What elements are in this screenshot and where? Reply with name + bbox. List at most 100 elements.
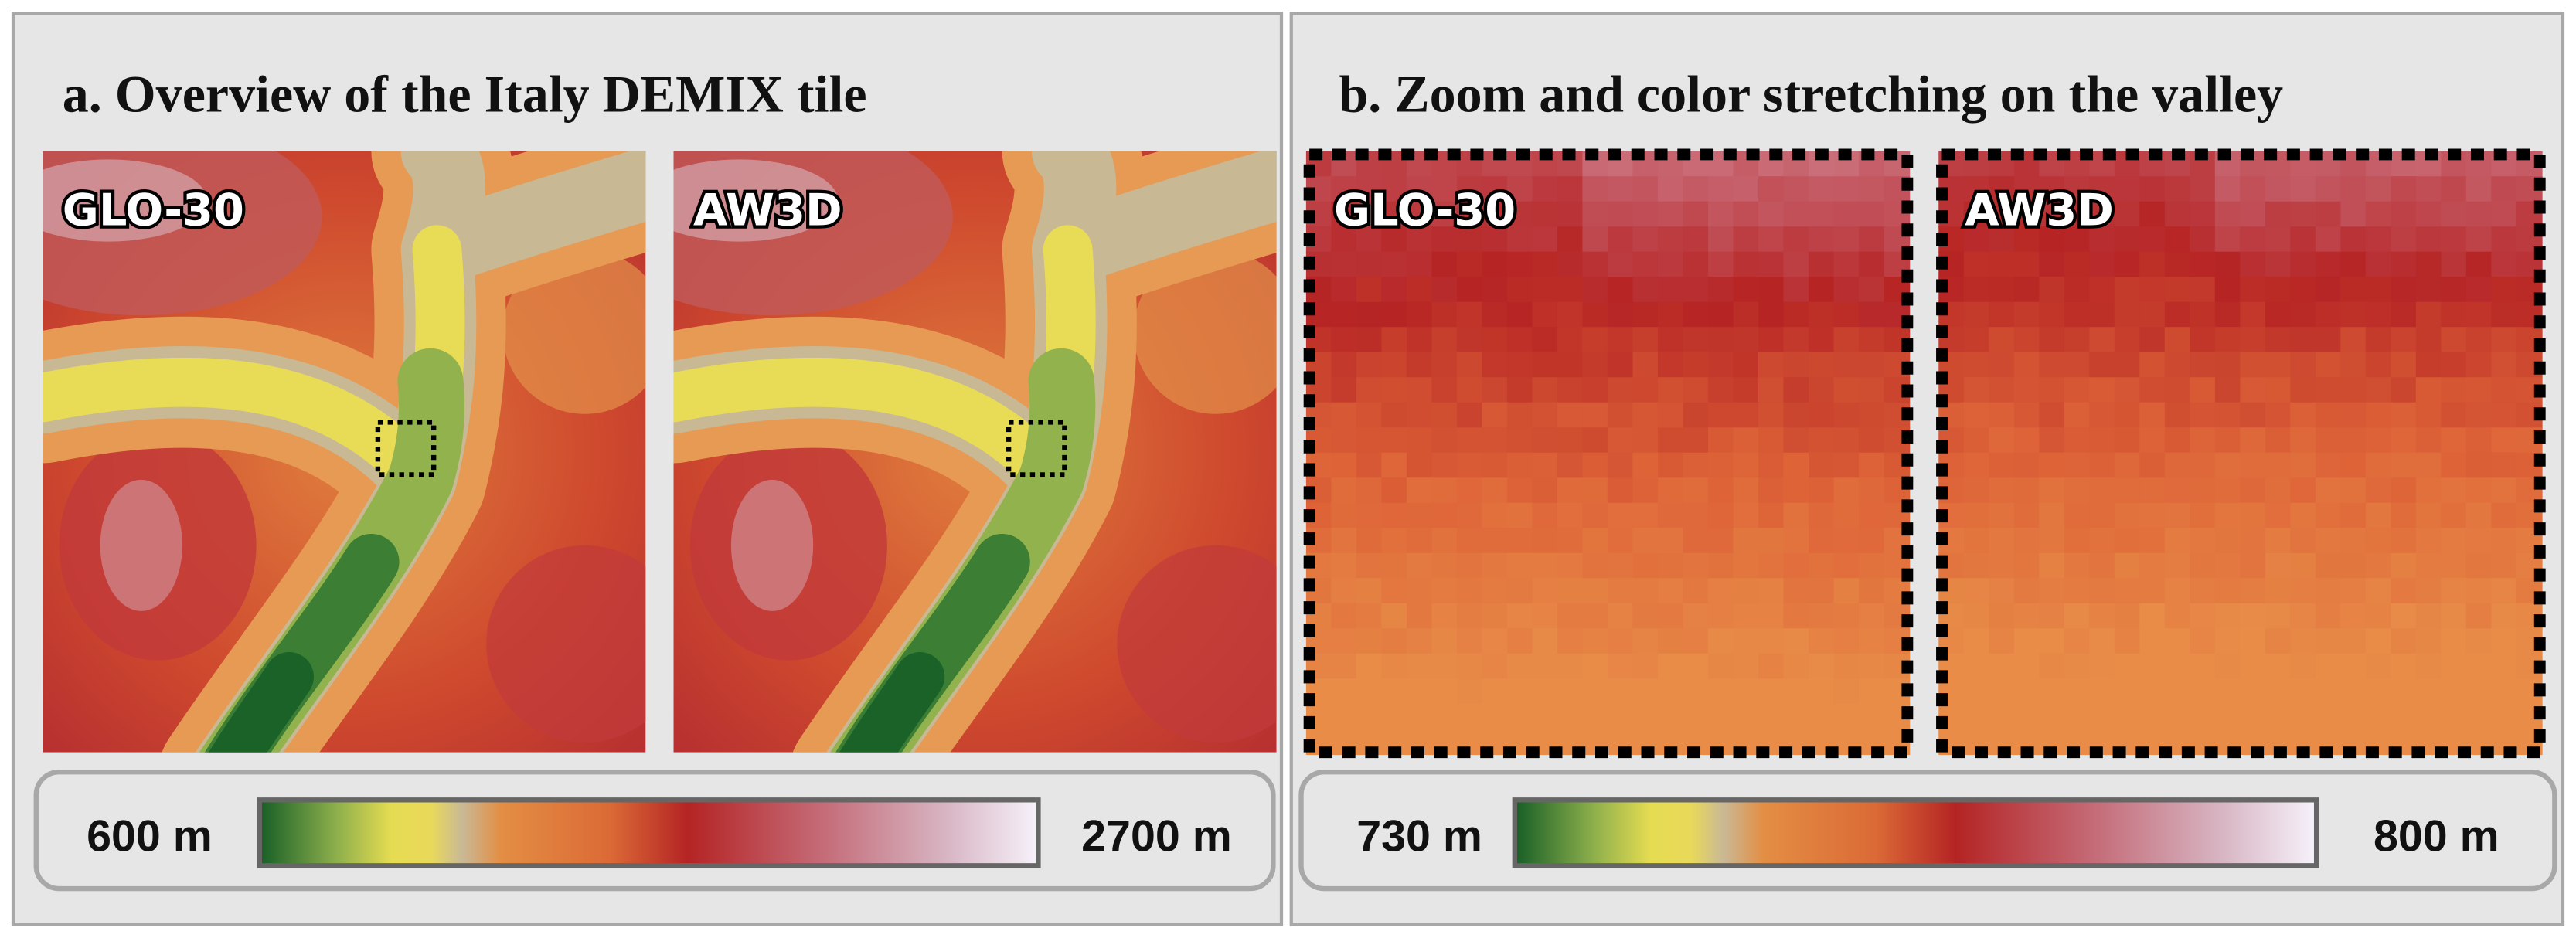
pixel — [1331, 477, 1358, 505]
pixel — [1557, 653, 1584, 680]
pixel — [1482, 578, 1509, 605]
pixel — [1431, 277, 1458, 303]
pixel — [2240, 678, 2267, 705]
pixel — [1989, 703, 2016, 730]
pixel — [2064, 477, 2091, 505]
pixel — [1431, 502, 1458, 529]
pixel — [1989, 528, 2016, 555]
pixel — [2491, 528, 2518, 555]
pixel — [1456, 251, 1483, 278]
pixel — [1381, 251, 1408, 278]
pixel — [2491, 176, 2518, 202]
pixel — [2139, 201, 2166, 228]
pixel — [2491, 578, 2518, 605]
pixel — [1557, 628, 1584, 655]
pixel — [2465, 452, 2493, 479]
pixel — [2365, 226, 2392, 253]
pixel — [2441, 226, 2468, 253]
pixel — [2365, 628, 2392, 655]
pixel — [2214, 452, 2241, 479]
pixel — [2290, 377, 2317, 404]
pixel — [2114, 226, 2141, 253]
pixel — [2013, 552, 2040, 579]
pixel — [1707, 678, 1734, 705]
pixel — [2340, 327, 2367, 354]
pixel — [2214, 628, 2241, 655]
pixel — [2089, 603, 2116, 630]
pixel — [1833, 427, 1860, 454]
pixel — [2491, 477, 2518, 505]
pixel — [2064, 678, 2091, 705]
pixel — [2064, 277, 2091, 303]
pixel — [1963, 603, 1990, 630]
pixel — [2340, 251, 2367, 278]
pixel — [1506, 452, 1533, 479]
pixel — [1989, 502, 2016, 529]
pixel — [1707, 703, 1734, 730]
pixel — [2265, 327, 2292, 354]
pixel — [1833, 703, 1860, 730]
pixel — [1506, 477, 1533, 505]
pixel — [2365, 377, 2392, 404]
pixel — [1989, 377, 2016, 404]
pixel — [1607, 703, 1634, 730]
pixel — [1431, 201, 1458, 228]
pixel — [1733, 552, 1760, 579]
pixel — [2465, 201, 2493, 228]
pixel — [1963, 427, 1990, 454]
pixel — [1783, 678, 1810, 705]
pixel — [1733, 477, 1760, 505]
pixel — [1381, 528, 1408, 555]
pixel — [2340, 653, 2367, 680]
pixel — [2064, 226, 2091, 253]
pixel — [2315, 477, 2342, 505]
pixel — [2190, 427, 2217, 454]
pixel — [2290, 301, 2317, 328]
pixel — [2415, 201, 2442, 228]
pixel — [1331, 678, 1358, 705]
pixel — [2491, 201, 2518, 228]
pixel — [1683, 327, 1710, 354]
pixel — [1683, 653, 1710, 680]
pixel — [1482, 226, 1509, 253]
pixel — [2089, 377, 2116, 404]
pixel — [1989, 352, 2016, 379]
pixel — [1858, 528, 1885, 555]
colorbar — [1512, 797, 2319, 868]
pixel — [2265, 427, 2292, 454]
pixel — [2415, 703, 2442, 730]
pixel — [1532, 452, 1559, 479]
pixel — [2465, 628, 2493, 655]
pixel — [1381, 327, 1408, 354]
pixel — [2039, 301, 2066, 328]
pixel — [1858, 251, 1885, 278]
pixel — [1758, 277, 1785, 303]
pixel — [1808, 452, 1835, 479]
pixel — [1733, 402, 1760, 429]
pixel — [1456, 678, 1483, 705]
pixel — [1733, 628, 1760, 655]
pixel — [1989, 678, 2016, 705]
pixel — [2089, 653, 2116, 680]
pixel — [1632, 402, 1659, 429]
pixel — [1858, 327, 1885, 354]
pixel — [2190, 653, 2217, 680]
pixel — [2214, 402, 2241, 429]
pixel — [1632, 603, 1659, 630]
pixel — [1963, 327, 1990, 354]
pixel — [1482, 352, 1509, 379]
pixel — [2391, 528, 2418, 555]
pixel — [1331, 653, 1358, 680]
pixel — [2089, 301, 2116, 328]
pixel — [1758, 628, 1785, 655]
pixel — [1963, 653, 1990, 680]
pixel — [2465, 653, 2493, 680]
pixel — [1431, 327, 1458, 354]
pixel — [1607, 327, 1634, 354]
pixel — [1331, 251, 1358, 278]
pixel — [1783, 603, 1810, 630]
pixel — [1582, 377, 1609, 404]
pixel — [1356, 226, 1383, 253]
pixel — [2190, 502, 2217, 529]
pixel — [1482, 653, 1509, 680]
